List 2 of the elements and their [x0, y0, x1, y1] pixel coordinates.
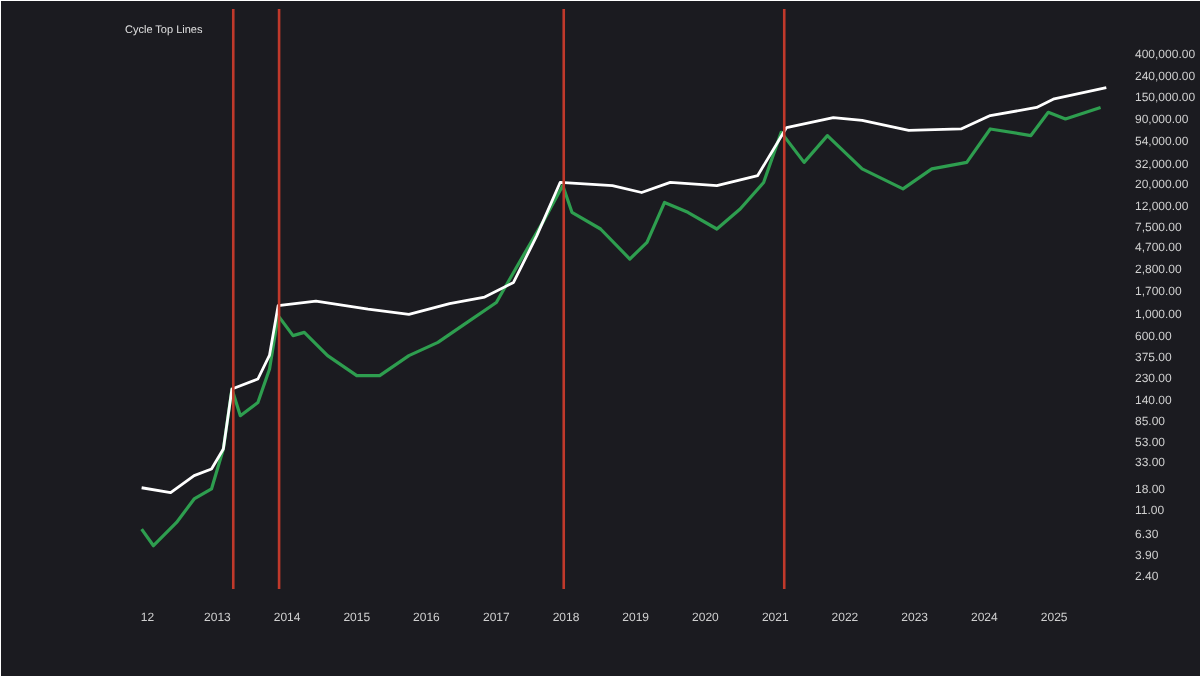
- line-series: [140, 86, 1108, 494]
- line-series: [140, 105, 1103, 548]
